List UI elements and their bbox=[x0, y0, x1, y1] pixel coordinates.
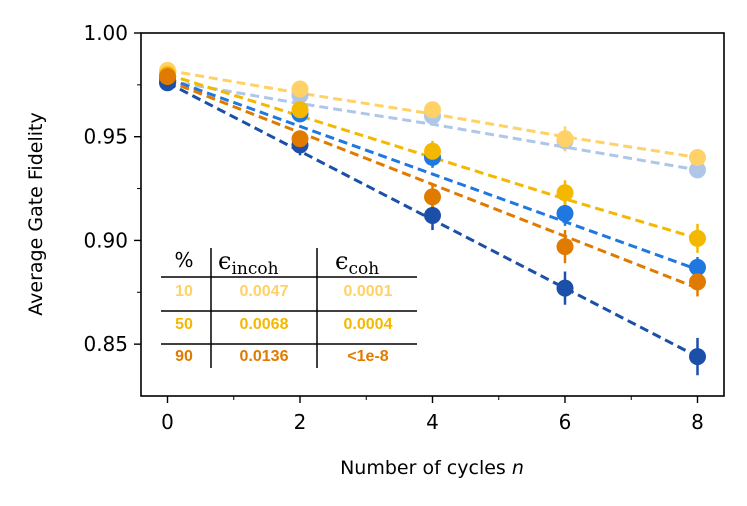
data-point bbox=[424, 101, 441, 119]
x-tick-label: 0 bbox=[161, 410, 174, 434]
table-cell-coh: 0.0001 bbox=[344, 283, 393, 300]
data-point bbox=[689, 161, 706, 179]
y-axis-title: Average Gate Fidelity bbox=[25, 112, 47, 315]
y-tick-label: 0.85 bbox=[83, 332, 128, 356]
table-cell-pct: 50 bbox=[175, 316, 193, 333]
x-tick-label: 4 bbox=[426, 410, 439, 434]
table-cell-coh: 0.0004 bbox=[344, 316, 393, 333]
data-point bbox=[556, 204, 574, 222]
table-rows: 10 0.0047 0.0001 50 0.0068 0.0004 90 0.0136 <1e-… bbox=[175, 283, 392, 365]
table-header-incoh: ϵincoh bbox=[218, 247, 279, 279]
data-point bbox=[291, 130, 309, 148]
fit-line-2 bbox=[166, 77, 699, 271]
y-axis: 0.85 0.90 0.95 1.00 bbox=[83, 21, 141, 356]
data-point bbox=[689, 148, 706, 166]
x-tick-label: 8 bbox=[691, 410, 704, 434]
data-point bbox=[291, 101, 309, 119]
x-tick-label: 2 bbox=[294, 410, 307, 434]
data-point bbox=[689, 229, 706, 247]
data-point bbox=[291, 80, 309, 98]
data-point bbox=[424, 207, 441, 225]
legend-table: % ϵincoh ϵcoh 10 0.0047 0.0001 50 0.0068 0.00… bbox=[161, 247, 417, 368]
data-point bbox=[424, 142, 441, 160]
data-point bbox=[689, 273, 706, 291]
table-cell-pct: 90 bbox=[175, 348, 193, 365]
x-axis: 0 2 4 6 8 bbox=[161, 396, 704, 434]
y-tick-label: 0.90 bbox=[83, 228, 128, 252]
y-tick-label: 1.00 bbox=[83, 21, 128, 45]
data-point bbox=[424, 188, 441, 206]
y-tick-label: 0.95 bbox=[83, 125, 128, 149]
data-point bbox=[556, 279, 574, 297]
data-point bbox=[689, 258, 706, 276]
data-point bbox=[556, 184, 574, 202]
table-cell-coh: <1e-8 bbox=[347, 348, 388, 365]
data-points bbox=[159, 61, 706, 366]
fit-line-3 bbox=[167, 73, 698, 240]
data-point bbox=[159, 68, 176, 86]
data-point bbox=[689, 348, 706, 366]
table-header-percent: % bbox=[174, 248, 193, 272]
x-axis-title: Number of cycles n bbox=[340, 457, 524, 479]
table-cell-incoh: 0.0136 bbox=[240, 348, 289, 365]
table-cell-incoh: 0.0047 bbox=[240, 283, 289, 300]
table-header-coh: ϵcoh bbox=[335, 247, 379, 279]
table-cell-pct: 10 bbox=[175, 283, 193, 300]
data-point bbox=[556, 238, 574, 256]
x-tick-label: 6 bbox=[559, 410, 572, 434]
data-point bbox=[556, 130, 574, 148]
table-cell-incoh: 0.0068 bbox=[240, 316, 289, 333]
